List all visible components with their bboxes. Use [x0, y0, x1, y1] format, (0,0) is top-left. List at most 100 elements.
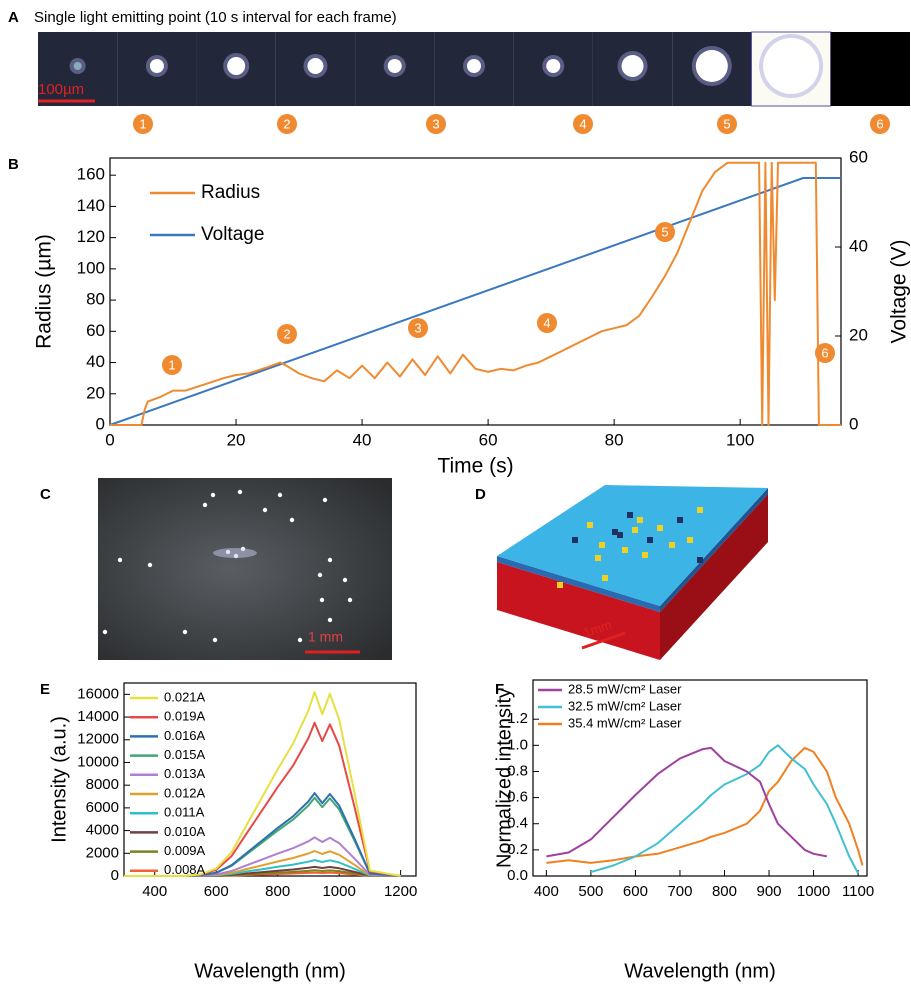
y-tick-label: 140	[77, 196, 105, 215]
y-tick-label: 12000	[77, 731, 119, 748]
spot	[328, 558, 332, 562]
series-line	[546, 748, 862, 866]
spot	[148, 563, 152, 567]
legend-label: 0.011A	[164, 805, 205, 820]
y-tick-label: 20	[86, 383, 105, 402]
spot	[632, 527, 638, 533]
spot	[211, 493, 215, 497]
x-tick-label: 0	[105, 430, 114, 449]
spot	[278, 493, 282, 497]
marker-label: 6	[876, 116, 883, 131]
y-tick-label: 16000	[77, 685, 119, 702]
y2-tick-label: 40	[849, 236, 868, 255]
spot	[328, 618, 332, 622]
annotation: 3	[414, 320, 421, 335]
spot	[687, 537, 693, 543]
y-tick-label: 0.0	[507, 867, 528, 884]
spot	[388, 59, 402, 73]
spot	[213, 638, 217, 642]
spot	[657, 525, 663, 531]
spot	[599, 542, 605, 548]
y-tick-label: 10000	[77, 753, 119, 770]
legend-label: Voltage	[201, 224, 264, 245]
spot	[617, 532, 623, 538]
model-3d	[497, 485, 768, 660]
y-tick-label: 100	[77, 258, 105, 277]
panel-label: B	[8, 156, 19, 173]
legend-label: 0.012A	[164, 785, 206, 800]
y2-axis-label: Voltage (V)	[888, 240, 911, 344]
y-tick-label: 0	[96, 414, 105, 433]
spot	[307, 58, 323, 74]
x-tick-label: 60	[479, 430, 498, 449]
x-axis-label: Wavelength (nm)	[624, 960, 776, 982]
spot	[587, 522, 593, 528]
frame	[831, 32, 910, 106]
x-tick-label: 40	[353, 430, 372, 449]
y-tick-label: 4000	[86, 822, 119, 839]
annotation: 5	[661, 224, 668, 239]
spot	[627, 512, 633, 518]
x-tick-label: 700	[667, 883, 692, 900]
y-tick-label: 14000	[77, 708, 119, 725]
spot	[290, 518, 294, 522]
x-tick-label: 800	[712, 883, 737, 900]
legend-label: 28.5 mW/cm² Laser	[568, 681, 682, 696]
spot	[238, 490, 242, 494]
annotation: 1	[168, 357, 175, 372]
spot	[318, 573, 322, 577]
y-axis-label: Radius (µm)	[33, 234, 56, 349]
y-axis-label: Intensity (a.u.)	[48, 716, 70, 843]
spot	[227, 57, 245, 75]
spot	[647, 537, 653, 543]
spot	[622, 55, 644, 77]
legend-label: 32.5 mW/cm² Laser	[568, 698, 682, 713]
image-strip	[38, 32, 910, 106]
spot	[696, 50, 728, 82]
y-tick-label: 120	[77, 227, 105, 246]
spot	[203, 503, 207, 507]
spot	[602, 575, 608, 581]
y-tick-label: 40	[86, 352, 105, 371]
scale-bar-label: 100µm	[38, 81, 84, 98]
spot	[150, 59, 164, 73]
x-tick-label: 100	[726, 430, 754, 449]
spot	[320, 598, 324, 602]
spot	[637, 517, 643, 523]
series-line	[110, 178, 841, 425]
spot	[677, 517, 683, 523]
y-tick-label: 80	[86, 290, 105, 309]
x-tick-label: 1000	[797, 883, 830, 900]
spot	[763, 38, 819, 94]
spot	[595, 555, 601, 561]
panel-label: D	[475, 486, 486, 503]
x-axis-label: Time (s)	[437, 455, 513, 478]
legend-label: 0.019A	[164, 709, 206, 724]
spot	[263, 508, 267, 512]
x-tick-label: 600	[204, 883, 229, 900]
spot	[572, 537, 578, 543]
x-tick-label: 1000	[322, 883, 355, 900]
marker-label: 5	[723, 116, 730, 131]
spot	[323, 498, 327, 502]
marker-label: 3	[432, 116, 439, 131]
marker-label: 2	[283, 116, 290, 131]
x-tick-label: 80	[605, 430, 624, 449]
marker-label: 1	[139, 116, 146, 131]
spot	[546, 59, 560, 73]
spot	[103, 630, 107, 634]
legend-label: 0.015A	[164, 747, 206, 762]
spot	[343, 578, 347, 582]
panel-title: Single light emitting point (10 s interv…	[34, 9, 397, 26]
annotation: 4	[543, 315, 550, 330]
panel-label: A	[8, 9, 19, 26]
y2-tick-label: 0	[849, 414, 858, 433]
y2-tick-label: 20	[849, 325, 868, 344]
annotation: 6	[821, 345, 828, 360]
legend-label: Radius	[201, 182, 260, 203]
spot	[348, 598, 352, 602]
x-tick-label: 1200	[384, 883, 417, 900]
x-tick-label: 800	[265, 883, 290, 900]
legend-label: 0.013A	[164, 766, 206, 781]
spot	[697, 507, 703, 513]
